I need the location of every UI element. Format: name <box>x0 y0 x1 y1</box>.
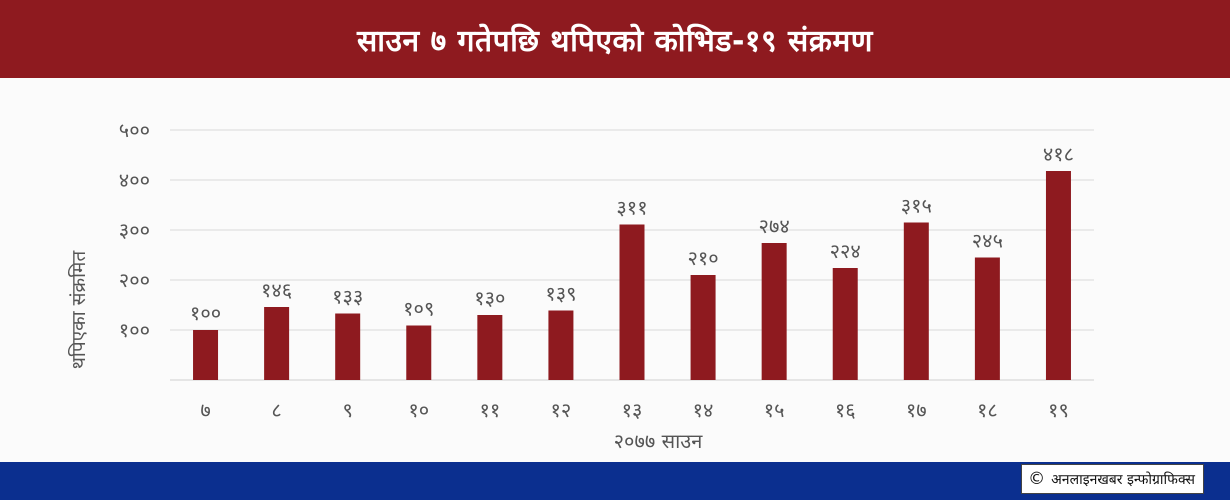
bar <box>974 257 1000 380</box>
x-tick-label: ११ <box>479 398 500 422</box>
y-tick-label: १०० <box>119 318 150 342</box>
y-tick-label: ३०० <box>119 218 150 242</box>
x-tick-label: १५ <box>764 398 785 422</box>
x-tick-label: १० <box>408 398 429 422</box>
bar <box>761 243 787 380</box>
bar <box>193 330 219 380</box>
x-tick-label: १९ <box>1048 398 1069 422</box>
x-tick-label: १६ <box>835 398 856 422</box>
bar <box>477 315 503 380</box>
y-tick-label: ५०० <box>119 118 150 142</box>
footer-bar: © अनलाइनखबर इन्फोग्राफिक्स <box>0 462 1230 500</box>
bar-value-label: १३९ <box>545 282 576 306</box>
bar-value-label: २१० <box>687 246 718 270</box>
y-tick-label: २०० <box>119 268 150 292</box>
bar <box>264 307 290 380</box>
bar-value-label: २४५ <box>972 229 1003 253</box>
bar <box>406 325 432 380</box>
bar <box>1045 171 1071 380</box>
x-tick-label: १२ <box>551 398 572 422</box>
bar-value-label: १०० <box>190 301 221 325</box>
y-axis-title: थपिएका संक्रमित <box>67 250 90 370</box>
x-tick-label: ७ <box>200 398 210 422</box>
bar <box>832 268 858 380</box>
bar-value-label: १३३ <box>332 285 363 309</box>
bar <box>619 224 645 380</box>
x-tick-label: १३ <box>622 398 643 422</box>
credit-box: © अनलाइनखबर इन्फोग्राफिक्स <box>1021 464 1204 494</box>
bar-chart: १०० २०० ३०० ४०० ५०० थपिएका संक्रमित १०० ७ १४६ ८ १३… <box>67 118 1094 453</box>
credit-text: अनलाइनखबर इन्फोग्राफिक्स <box>1051 471 1195 488</box>
bar-value-label: १४६ <box>261 278 292 302</box>
bar <box>903 222 929 380</box>
bar <box>548 310 574 380</box>
chart-area: १०० २०० ३०० ४०० ५०० थपिएका संक्रमित १०० ७ १४६ ८ १३… <box>0 78 1230 462</box>
x-axis-title: २०७७ साउन <box>614 429 704 453</box>
bar-value-label: ३११ <box>616 196 647 220</box>
bar-value-label: २२४ <box>830 239 861 263</box>
chart-title: साउन ७ गतेपछि थपिएको कोभिड-१९ संक्रमण <box>357 23 873 59</box>
copyright-icon: © <box>1028 468 1046 489</box>
bar-value-label: ३१५ <box>901 194 932 218</box>
bar <box>335 313 361 380</box>
x-tick-label: ८ <box>271 398 281 422</box>
bar-value-label: ४१८ <box>1043 142 1074 166</box>
bar-value-label: २७४ <box>759 214 790 238</box>
x-tick-label: १८ <box>977 398 998 422</box>
x-tick-label: १७ <box>906 398 927 422</box>
x-tick-label: १४ <box>693 398 714 422</box>
x-tick-label: ९ <box>342 398 352 422</box>
bar <box>690 275 716 380</box>
bar-value-label: १०९ <box>403 297 434 321</box>
y-tick-label: ४०० <box>119 168 150 192</box>
chart-header: साउन ७ गतेपछि थपिएको कोभिड-१९ संक्रमण <box>0 0 1230 78</box>
bar-value-label: १३० <box>474 286 505 310</box>
